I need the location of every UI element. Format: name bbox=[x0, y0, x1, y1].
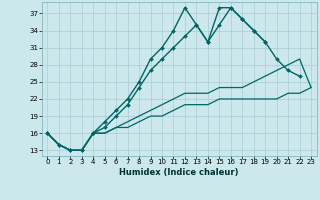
X-axis label: Humidex (Indice chaleur): Humidex (Indice chaleur) bbox=[119, 168, 239, 177]
